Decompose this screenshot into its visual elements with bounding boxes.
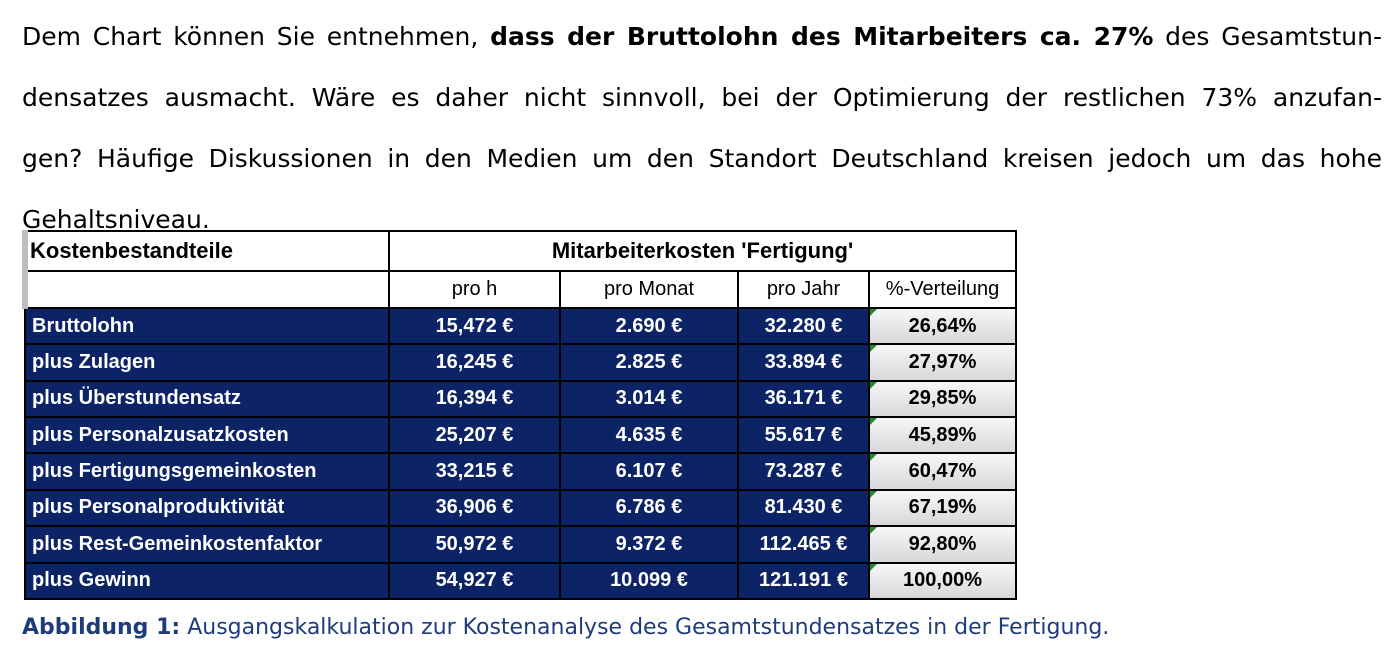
row-pro-h: 36,906 €: [388, 488, 561, 528]
subheader-empty-cell: [22, 269, 390, 309]
paragraph-line-1-start: Dem Chart können Sie entnehmen,: [22, 22, 491, 51]
row-pro-monat: 2.690 €: [559, 306, 739, 346]
row-pct: 100,00%: [867, 561, 1018, 601]
table-row: plus Personalzusatzkosten 25,207 €4.635 €…: [24, 416, 1018, 455]
row-pro-h: 16,394 €: [388, 379, 561, 419]
row-pro-h: 25,207 €: [388, 416, 561, 455]
header-mitarbeiterkosten: Mitarbeiterkosten 'Fertigung': [387, 230, 1018, 272]
body-paragraph: Dem Chart können Sie entnehmen, dass der…: [22, 6, 1382, 250]
row-pro-monat: 9.372 €: [559, 525, 739, 564]
row-pct: 60,47%: [867, 452, 1018, 491]
row-label: plus Gewinn: [24, 561, 390, 601]
subheader-pro-monat: pro Monat: [559, 269, 739, 309]
cost-table: Kostenbestandteile Mitarbeiterkosten 'Fe…: [22, 230, 1018, 601]
table-subheader-row: pro h pro Monat pro Jahr %-Verteilung: [22, 269, 1018, 309]
row-label: plus Personalproduktivität: [24, 488, 390, 528]
row-pct: 26,64%: [867, 306, 1018, 346]
row-label: plus Rest-Gemeinkostenfaktor: [24, 525, 390, 564]
row-pro-jahr: 55.617 €: [737, 416, 870, 455]
table-row: Bruttolohn 15,472 €2.690 €32.280 €26,64%: [24, 306, 1018, 346]
subheader-pro-h: pro h: [388, 269, 561, 309]
row-label: Bruttolohn: [24, 306, 390, 346]
row-pro-monat: 6.786 €: [559, 488, 739, 528]
row-pct: 92,80%: [867, 525, 1018, 564]
table-row: plus Fertigungsgemeinkosten 33,215 €6.107…: [24, 452, 1018, 491]
row-pro-monat: 10.099 €: [559, 561, 739, 601]
row-pro-monat: 2.825 €: [559, 343, 739, 382]
row-pro-jahr: 36.171 €: [737, 379, 870, 419]
subheader-pro-jahr: pro Jahr: [737, 269, 870, 309]
table-row: plus Personalproduktivität 36,906 €6.786 …: [24, 488, 1018, 528]
caption-label: Abbildung 1:: [22, 615, 181, 640]
row-pro-jahr: 112.465 €: [737, 525, 870, 564]
row-pro-monat: 3.014 €: [559, 379, 739, 419]
row-pro-jahr: 73.287 €: [737, 452, 870, 491]
paragraph-line-1-end: des Gesamtstun-: [1153, 22, 1382, 51]
header-kostenbestandteile: Kostenbestandteile: [22, 230, 390, 272]
table-row: plus Gewinn 54,927 €10.099 €121.191 €100,…: [24, 561, 1018, 601]
row-pro-h: 16,245 €: [388, 343, 561, 382]
row-pro-h: 50,972 €: [388, 525, 561, 564]
paragraph-line-1: Dem Chart können Sie entnehmen, dass der…: [22, 6, 1382, 67]
table-row: plus Überstundensatz 16,394 €3.014 €36.17…: [24, 379, 1018, 419]
row-pct: 67,19%: [867, 488, 1018, 528]
row-pro-jahr: 33.894 €: [737, 343, 870, 382]
subheader-verteilung: %-Verteilung: [867, 269, 1018, 309]
row-pct: 29,85%: [867, 379, 1018, 419]
paragraph-line-1-bold: dass der Bruttolohn des Mitarbeiters ca.…: [490, 22, 1154, 51]
row-pro-h: 54,927 €: [388, 561, 561, 601]
row-pro-monat: 6.107 €: [559, 452, 739, 491]
paragraph-line-2: densatzes ausmacht. Wäre es daher nicht …: [22, 83, 1382, 112]
row-pct: 27,97%: [867, 343, 1018, 382]
row-label: plus Zulagen: [24, 343, 390, 382]
row-pct: 45,89%: [867, 416, 1018, 455]
paragraph-line-3: gen? Häufige Diskussionen in den Medien …: [22, 144, 1382, 173]
caption-text: Ausgangskalkulation zur Kostenanalyse de…: [180, 615, 1110, 640]
paragraph-line-4: Gehaltsniveau.: [22, 205, 210, 234]
row-label: plus Fertigungsgemeinkosten: [24, 452, 390, 491]
row-pro-h: 15,472 €: [388, 306, 561, 346]
row-pro-jahr: 32.280 €: [737, 306, 870, 346]
row-pro-h: 33,215 €: [388, 452, 561, 491]
figure-caption: Abbildung 1: Ausgangskalkulation zur Kos…: [22, 615, 1109, 640]
row-pro-jahr: 121.191 €: [737, 561, 870, 601]
table-row: plus Zulagen 16,245 €2.825 €33.894 €27,97…: [24, 343, 1018, 382]
row-pro-monat: 4.635 €: [559, 416, 739, 455]
row-label: plus Personalzusatzkosten: [24, 416, 390, 455]
table-header-row: Kostenbestandteile Mitarbeiterkosten 'Fe…: [22, 230, 1018, 272]
table-row: plus Rest-Gemeinkostenfaktor 50,972 €9.37…: [24, 525, 1018, 564]
row-pro-jahr: 81.430 €: [737, 488, 870, 528]
row-label: plus Überstundensatz: [24, 379, 390, 419]
